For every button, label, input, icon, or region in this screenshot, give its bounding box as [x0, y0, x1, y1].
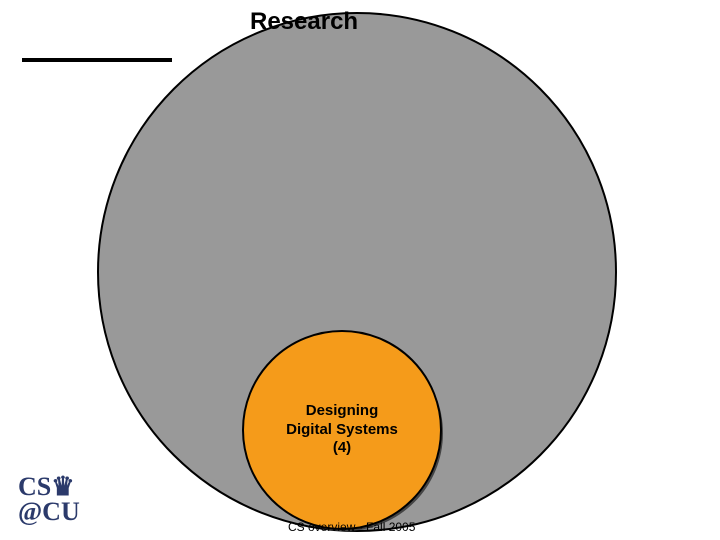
footer-text: CS overview - Fall 2005	[288, 520, 415, 534]
logo-line2: @CU	[18, 497, 80, 526]
page-title: Research	[250, 8, 358, 36]
inner-circle: Designing Digital Systems (4)	[242, 330, 442, 530]
title-rule	[22, 58, 172, 62]
slide: Designing Digital Systems (4) Research C…	[0, 0, 720, 540]
inner-label-line2: Digital Systems	[286, 421, 398, 438]
inner-label-line1: Designing	[306, 402, 379, 419]
logo: CS♛ @CU	[18, 475, 80, 524]
inner-circle-label: Designing Digital Systems (4)	[286, 402, 398, 458]
inner-label-line3: (4)	[333, 439, 351, 456]
